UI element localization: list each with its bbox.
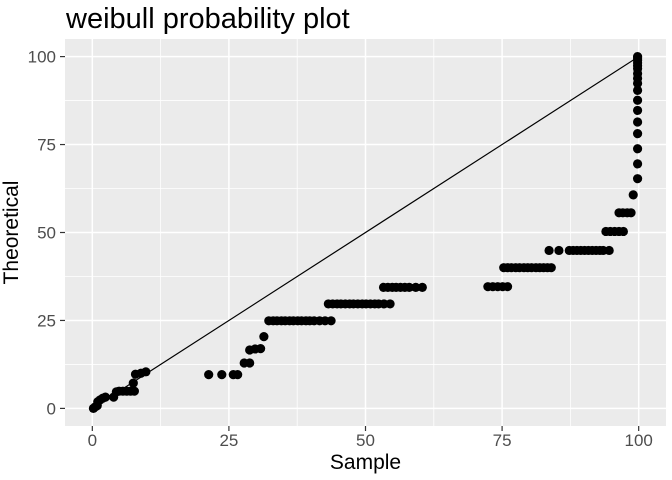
data-point	[259, 332, 269, 342]
data-point	[100, 392, 111, 402]
x-tick-label: 50	[356, 431, 375, 450]
x-tick-label: 75	[493, 431, 512, 450]
data-point	[546, 263, 556, 273]
data-point	[129, 386, 139, 396]
data-point	[632, 159, 643, 169]
data-point	[618, 226, 628, 237]
data-point	[417, 282, 427, 292]
scatter-points	[88, 51, 643, 414]
data-point	[632, 51, 643, 62]
data-point	[141, 367, 151, 377]
data-point	[128, 378, 138, 388]
data-point	[411, 282, 421, 292]
data-point	[626, 208, 636, 218]
data-point	[502, 282, 513, 292]
x-axis-title: Sample	[330, 451, 401, 474]
data-point	[628, 190, 638, 200]
y-tick-label: 0	[47, 399, 56, 418]
data-point	[255, 344, 266, 354]
y-tick-label: 75	[37, 136, 56, 155]
axis-tick-marks	[60, 55, 640, 431]
data-point	[385, 299, 395, 309]
data-point	[554, 245, 564, 256]
x-tick-labels: 0 25 50 75 100	[88, 431, 653, 450]
data-point	[632, 174, 643, 184]
data-point	[326, 316, 336, 326]
data-point	[632, 105, 643, 116]
chart-title: weibull probability plot	[65, 3, 350, 35]
x-tick-label: 25	[219, 431, 238, 450]
y-tick-label: 50	[37, 224, 56, 243]
y-tick-label: 25	[37, 311, 56, 330]
data-point	[245, 358, 255, 368]
data-point	[544, 245, 554, 256]
data-point	[204, 370, 214, 380]
data-point	[632, 95, 643, 105]
data-point	[604, 245, 614, 256]
x-tick-label: 0	[88, 431, 97, 450]
data-point	[217, 370, 227, 380]
data-point	[404, 282, 414, 292]
data-point	[233, 370, 243, 380]
data-point	[632, 129, 643, 139]
y-tick-label: 100	[28, 48, 56, 67]
data-point	[632, 144, 643, 154]
data-point	[632, 85, 643, 95]
y-tick-labels: 0 25 50 75 100	[28, 48, 56, 419]
x-tick-label: 100	[624, 431, 652, 450]
data-point	[632, 117, 643, 127]
y-axis-title: Theoretical	[0, 181, 23, 285]
reference-line	[91, 56, 640, 409]
